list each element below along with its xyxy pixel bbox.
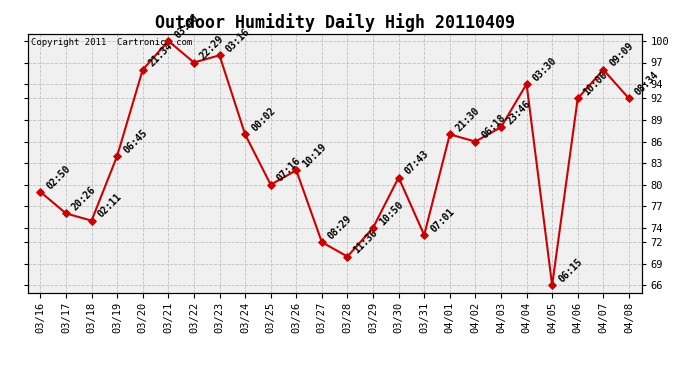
Text: 20:26: 20:26 [70,185,98,213]
Point [290,167,302,173]
Text: 10:06: 10:06 [582,70,610,98]
Point [239,131,250,137]
Point [342,254,353,260]
Text: 08:34: 08:34 [633,70,661,98]
Text: 10:19: 10:19 [300,142,328,170]
Text: Copyright 2011  Cartronics.com: Copyright 2011 Cartronics.com [30,38,192,46]
Text: 03:16: 03:16 [224,27,252,54]
Point [35,189,46,195]
Text: 00:02: 00:02 [249,106,277,134]
Title: Outdoor Humidity Daily High 20110409: Outdoor Humidity Daily High 20110409 [155,13,515,32]
Point [495,124,506,130]
Text: 22:29: 22:29 [198,34,226,62]
Text: 06:18: 06:18 [480,113,507,141]
Text: 02:50: 02:50 [45,163,72,191]
Point [444,131,455,137]
Text: 03:30: 03:30 [531,56,559,83]
Point [598,67,609,73]
Text: 06:15: 06:15 [556,257,584,285]
Text: 07:43: 07:43 [403,149,431,177]
Text: 21:30: 21:30 [454,106,482,134]
Point [86,217,97,223]
Text: 07:01: 07:01 [428,206,456,234]
Text: 11:36: 11:36 [352,228,380,256]
Point [137,67,148,73]
Point [316,239,327,245]
Point [623,95,634,101]
Point [61,210,72,216]
Point [419,232,430,238]
Text: 23:46: 23:46 [505,99,533,126]
Point [112,153,123,159]
Point [368,225,379,231]
Point [470,138,481,144]
Point [572,95,583,101]
Point [265,182,276,188]
Text: 21:34: 21:34 [147,41,175,69]
Point [546,282,558,288]
Text: 03:40: 03:40 [172,12,200,40]
Point [214,52,225,58]
Point [521,81,532,87]
Point [188,60,199,66]
Text: 02:11: 02:11 [96,192,124,220]
Text: 06:45: 06:45 [121,128,149,155]
Text: 08:29: 08:29 [326,214,354,242]
Text: 10:50: 10:50 [377,199,405,227]
Text: 09:09: 09:09 [607,41,635,69]
Text: 07:16: 07:16 [275,156,303,184]
Point [393,174,404,180]
Point [163,38,174,44]
